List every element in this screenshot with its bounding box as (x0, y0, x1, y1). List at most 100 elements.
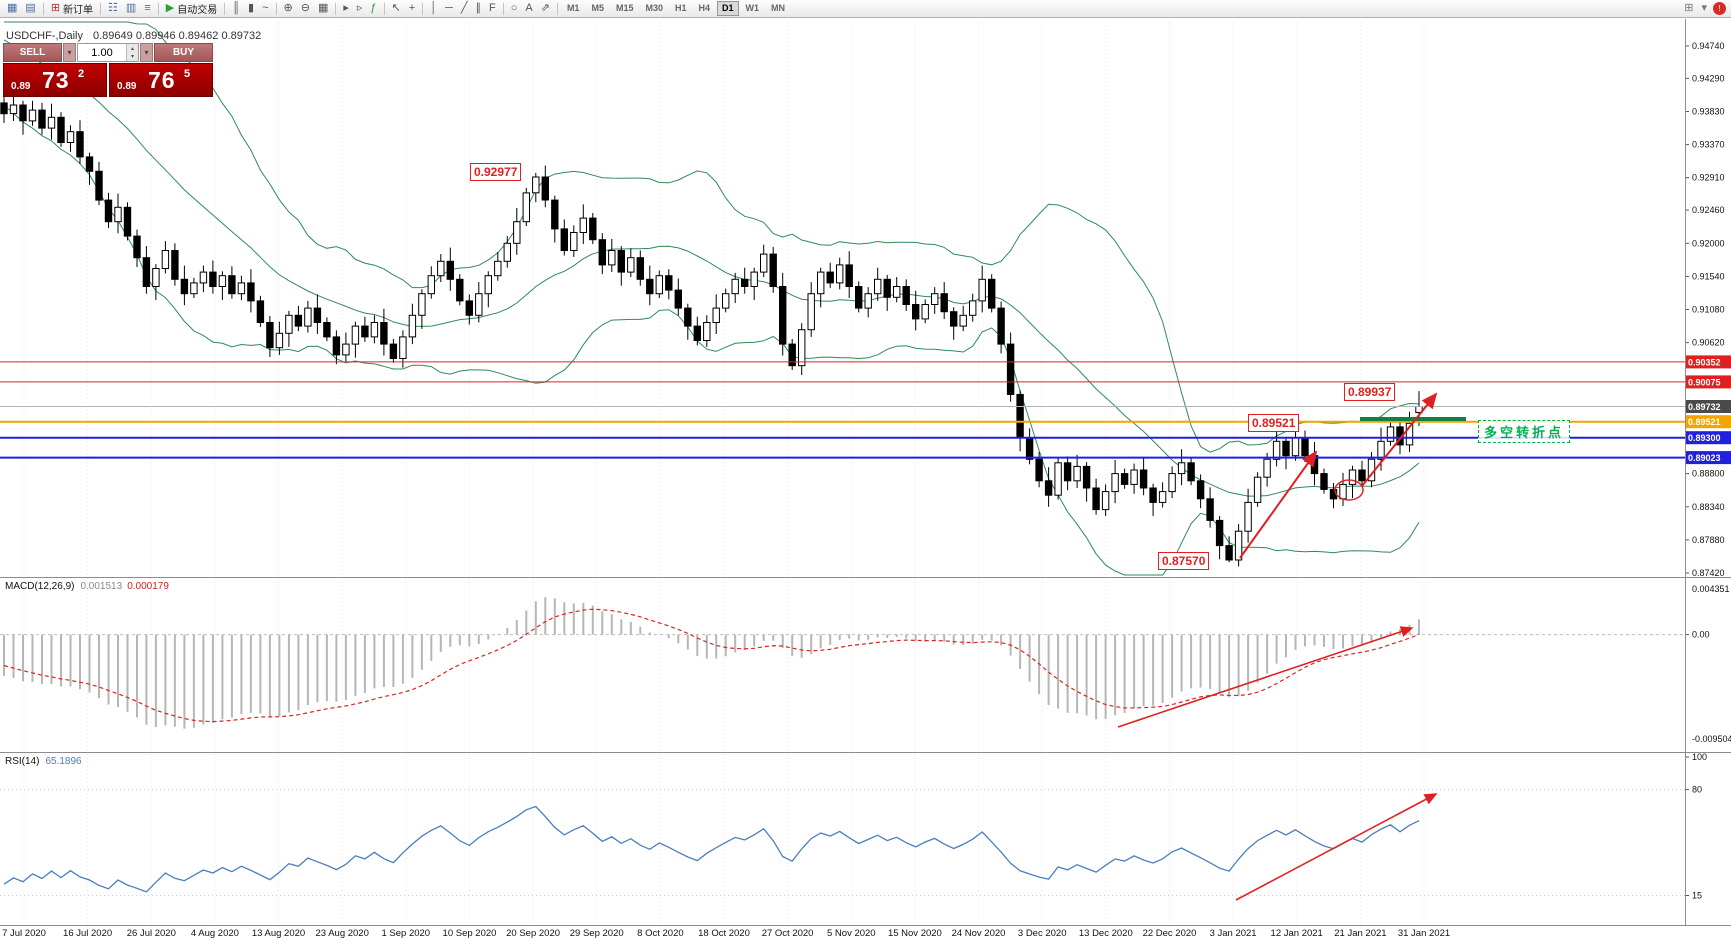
cursor-icon[interactable]: ↖ (388, 0, 405, 17)
drawings-layer[interactable] (1117, 392, 1466, 901)
ask-main-digits: 76 (148, 67, 176, 93)
timeframe-m15-button[interactable]: M15 (615, 3, 634, 13)
svg-text:20 Sep 2020: 20 Sep 2020 (506, 928, 560, 939)
macd-name: MACD(12,26,9) (5, 581, 75, 592)
zoom-out-icon[interactable]: ⊖ (297, 0, 314, 17)
volume-up-icon[interactable]: ▴ (127, 44, 138, 53)
candlestick-chart-icon[interactable]: ▮ (244, 0, 258, 17)
volume-input[interactable]: 1.00 (91, 46, 113, 59)
window-layout-icon[interactable]: ⊞ (1680, 0, 1697, 17)
autotrade-button-glyph: ▶ (165, 2, 175, 14)
trendline-icon[interactable]: ╱ (457, 0, 472, 17)
svg-text:0.91080: 0.91080 (1692, 305, 1725, 315)
collapse-icon-glyph: ▾ (1701, 2, 1707, 14)
arrow-objects-icon[interactable]: ⇗ (537, 0, 554, 17)
svg-text:0.94290: 0.94290 (1692, 73, 1725, 83)
zoom-out-icon-glyph: ⊖ (300, 2, 310, 14)
svg-text:7 Jul 2020: 7 Jul 2020 (2, 928, 46, 939)
buy-button[interactable]: BUY (154, 43, 213, 62)
svg-text:4 Aug 2020: 4 Aug 2020 (191, 928, 239, 939)
bar-chart-icon[interactable]: ║ (228, 0, 244, 17)
svg-text:5 Nov 2020: 5 Nov 2020 (827, 928, 876, 939)
macd-indicator-label: MACD(12,26,9) 0.001513 0.000179 (5, 581, 169, 592)
channel-icon[interactable]: ∥ (471, 0, 485, 17)
svg-text:22 Dec 2020: 22 Dec 2020 (1143, 928, 1197, 939)
terminal-icon[interactable]: ≡ (140, 0, 154, 17)
panel-separators[interactable] (0, 19, 1731, 926)
svg-text:3 Dec 2020: 3 Dec 2020 (1018, 928, 1067, 939)
ask-price-box[interactable]: 0.89 76 5 (109, 63, 213, 97)
bid-pip-digit: 2 (78, 68, 85, 80)
timeframe-mn-button[interactable]: MN (771, 3, 786, 13)
timeframe-m30-button[interactable]: M30 (645, 3, 663, 13)
new-order-button-label: 新订单 (63, 5, 94, 16)
svg-text:13 Aug 2020: 13 Aug 2020 (252, 928, 305, 939)
chart-shift-icon[interactable]: ▹ (353, 0, 367, 17)
new-order-button[interactable]: ⊞ 新订单 (47, 0, 97, 17)
zoom-in-icon[interactable]: ⊕ (280, 0, 297, 17)
notification-icon[interactable]: ! (1713, 2, 1726, 15)
sell-dropdown-icon[interactable]: ▾ (63, 43, 76, 62)
collapse-icon[interactable]: ▾ (1697, 0, 1711, 17)
level-price-annotation: 0.89521 (1248, 414, 1300, 432)
svg-text:12 Jan 2021: 12 Jan 2021 (1271, 928, 1323, 939)
timeframe-d1-button[interactable]: D1 (717, 1, 739, 16)
data-window-icon[interactable]: ▥ (122, 0, 140, 17)
timeframe-m5-button[interactable]: M5 (591, 3, 604, 13)
chart-shift-icon-glyph: ▹ (356, 2, 363, 14)
svg-text:0.90620: 0.90620 (1692, 338, 1725, 348)
line-chart-icon-glyph: ~ (262, 2, 269, 14)
shapes-icon[interactable]: ○ (507, 0, 522, 17)
macd-signal-value: 0.000179 (127, 581, 169, 592)
market-watch-icon[interactable]: ☷ (104, 0, 122, 17)
svg-text:0.90352: 0.90352 (1688, 357, 1721, 367)
svg-text:0.89300: 0.89300 (1688, 433, 1721, 443)
profiles-icon[interactable]: ▤ (21, 0, 39, 17)
market-watch-icon-glyph: ☷ (108, 2, 118, 14)
price-axis-layer[interactable]: 0.94740 0.94290 0.93830 0.93370 0.92910 0.924… (1685, 41, 1725, 578)
volume-down-icon[interactable]: ▾ (127, 52, 138, 61)
indicators-icon[interactable]: ƒ (366, 0, 380, 17)
svg-text:0.92910: 0.92910 (1692, 173, 1725, 183)
fibonacci-icon[interactable]: F (485, 0, 500, 17)
new-chart-icon[interactable]: ▦ (3, 0, 21, 17)
horizontal-line-icon[interactable]: ─ (441, 0, 457, 17)
volume-field: 1.00 ▴ ▾ (77, 43, 139, 62)
svg-text:0.88340: 0.88340 (1692, 502, 1725, 512)
bar-chart-icon-glyph: ║ (232, 2, 240, 14)
shapes-icon-glyph: ○ (510, 2, 518, 14)
svg-text:-0.009504: -0.009504 (1692, 734, 1731, 744)
timeframe-m1-button[interactable]: M1 (566, 3, 580, 13)
text-label-icon[interactable]: A (521, 0, 536, 17)
tile-windows-icon[interactable]: ▦ (314, 0, 332, 17)
timeframe-h4-button[interactable]: H4 (698, 3, 711, 13)
toolbar-separator (335, 2, 337, 15)
svg-text:0.00: 0.00 (1692, 630, 1710, 640)
bid-price-box[interactable]: 0.89 73 2 (3, 63, 107, 97)
timeframe-h1-button[interactable]: H1 (675, 3, 687, 13)
crosshair-icon[interactable]: + (405, 0, 419, 17)
buy-dropdown-icon[interactable]: ▾ (140, 43, 153, 62)
time-axis-layer[interactable]: 7 Jul 2020 16 Jul 2020 26 Jul 2020 4 Aug 20… (2, 22, 1450, 939)
svg-text:26 Jul 2020: 26 Jul 2020 (127, 928, 176, 939)
toolbar-separator (224, 2, 226, 15)
svg-text:0.88800: 0.88800 (1692, 469, 1725, 479)
line-chart-icon[interactable]: ~ (258, 0, 272, 17)
sell-button[interactable]: SELL (3, 43, 62, 62)
new-order-button-glyph: ⊞ (50, 2, 61, 14)
svg-text:29 Sep 2020: 29 Sep 2020 (570, 928, 624, 939)
auto-scroll-icon[interactable]: ▸ (339, 0, 353, 17)
price-levels-layer[interactable]: 0.90352 0.90075 0.89732 0.89521 0.89300 0.890… (0, 355, 1731, 465)
auto-scroll-icon-glyph: ▸ (343, 2, 349, 14)
candlestick-chart-icon-glyph: ▮ (248, 2, 255, 14)
autotrade-button[interactable]: ▶ 自动交易 (162, 0, 221, 17)
fibonacci-icon-glyph: F (488, 2, 496, 14)
vertical-line-icon[interactable]: │ (426, 0, 441, 17)
channel-icon-glyph: ∥ (475, 2, 481, 14)
indicators-icon-glyph: ƒ (370, 2, 377, 14)
timeframe-w1-button[interactable]: W1 (745, 3, 760, 13)
macd-main-value: 0.001513 (80, 581, 123, 592)
crosshair-icon-glyph: + (408, 2, 416, 14)
svg-text:1 Sep 2020: 1 Sep 2020 (381, 928, 430, 939)
